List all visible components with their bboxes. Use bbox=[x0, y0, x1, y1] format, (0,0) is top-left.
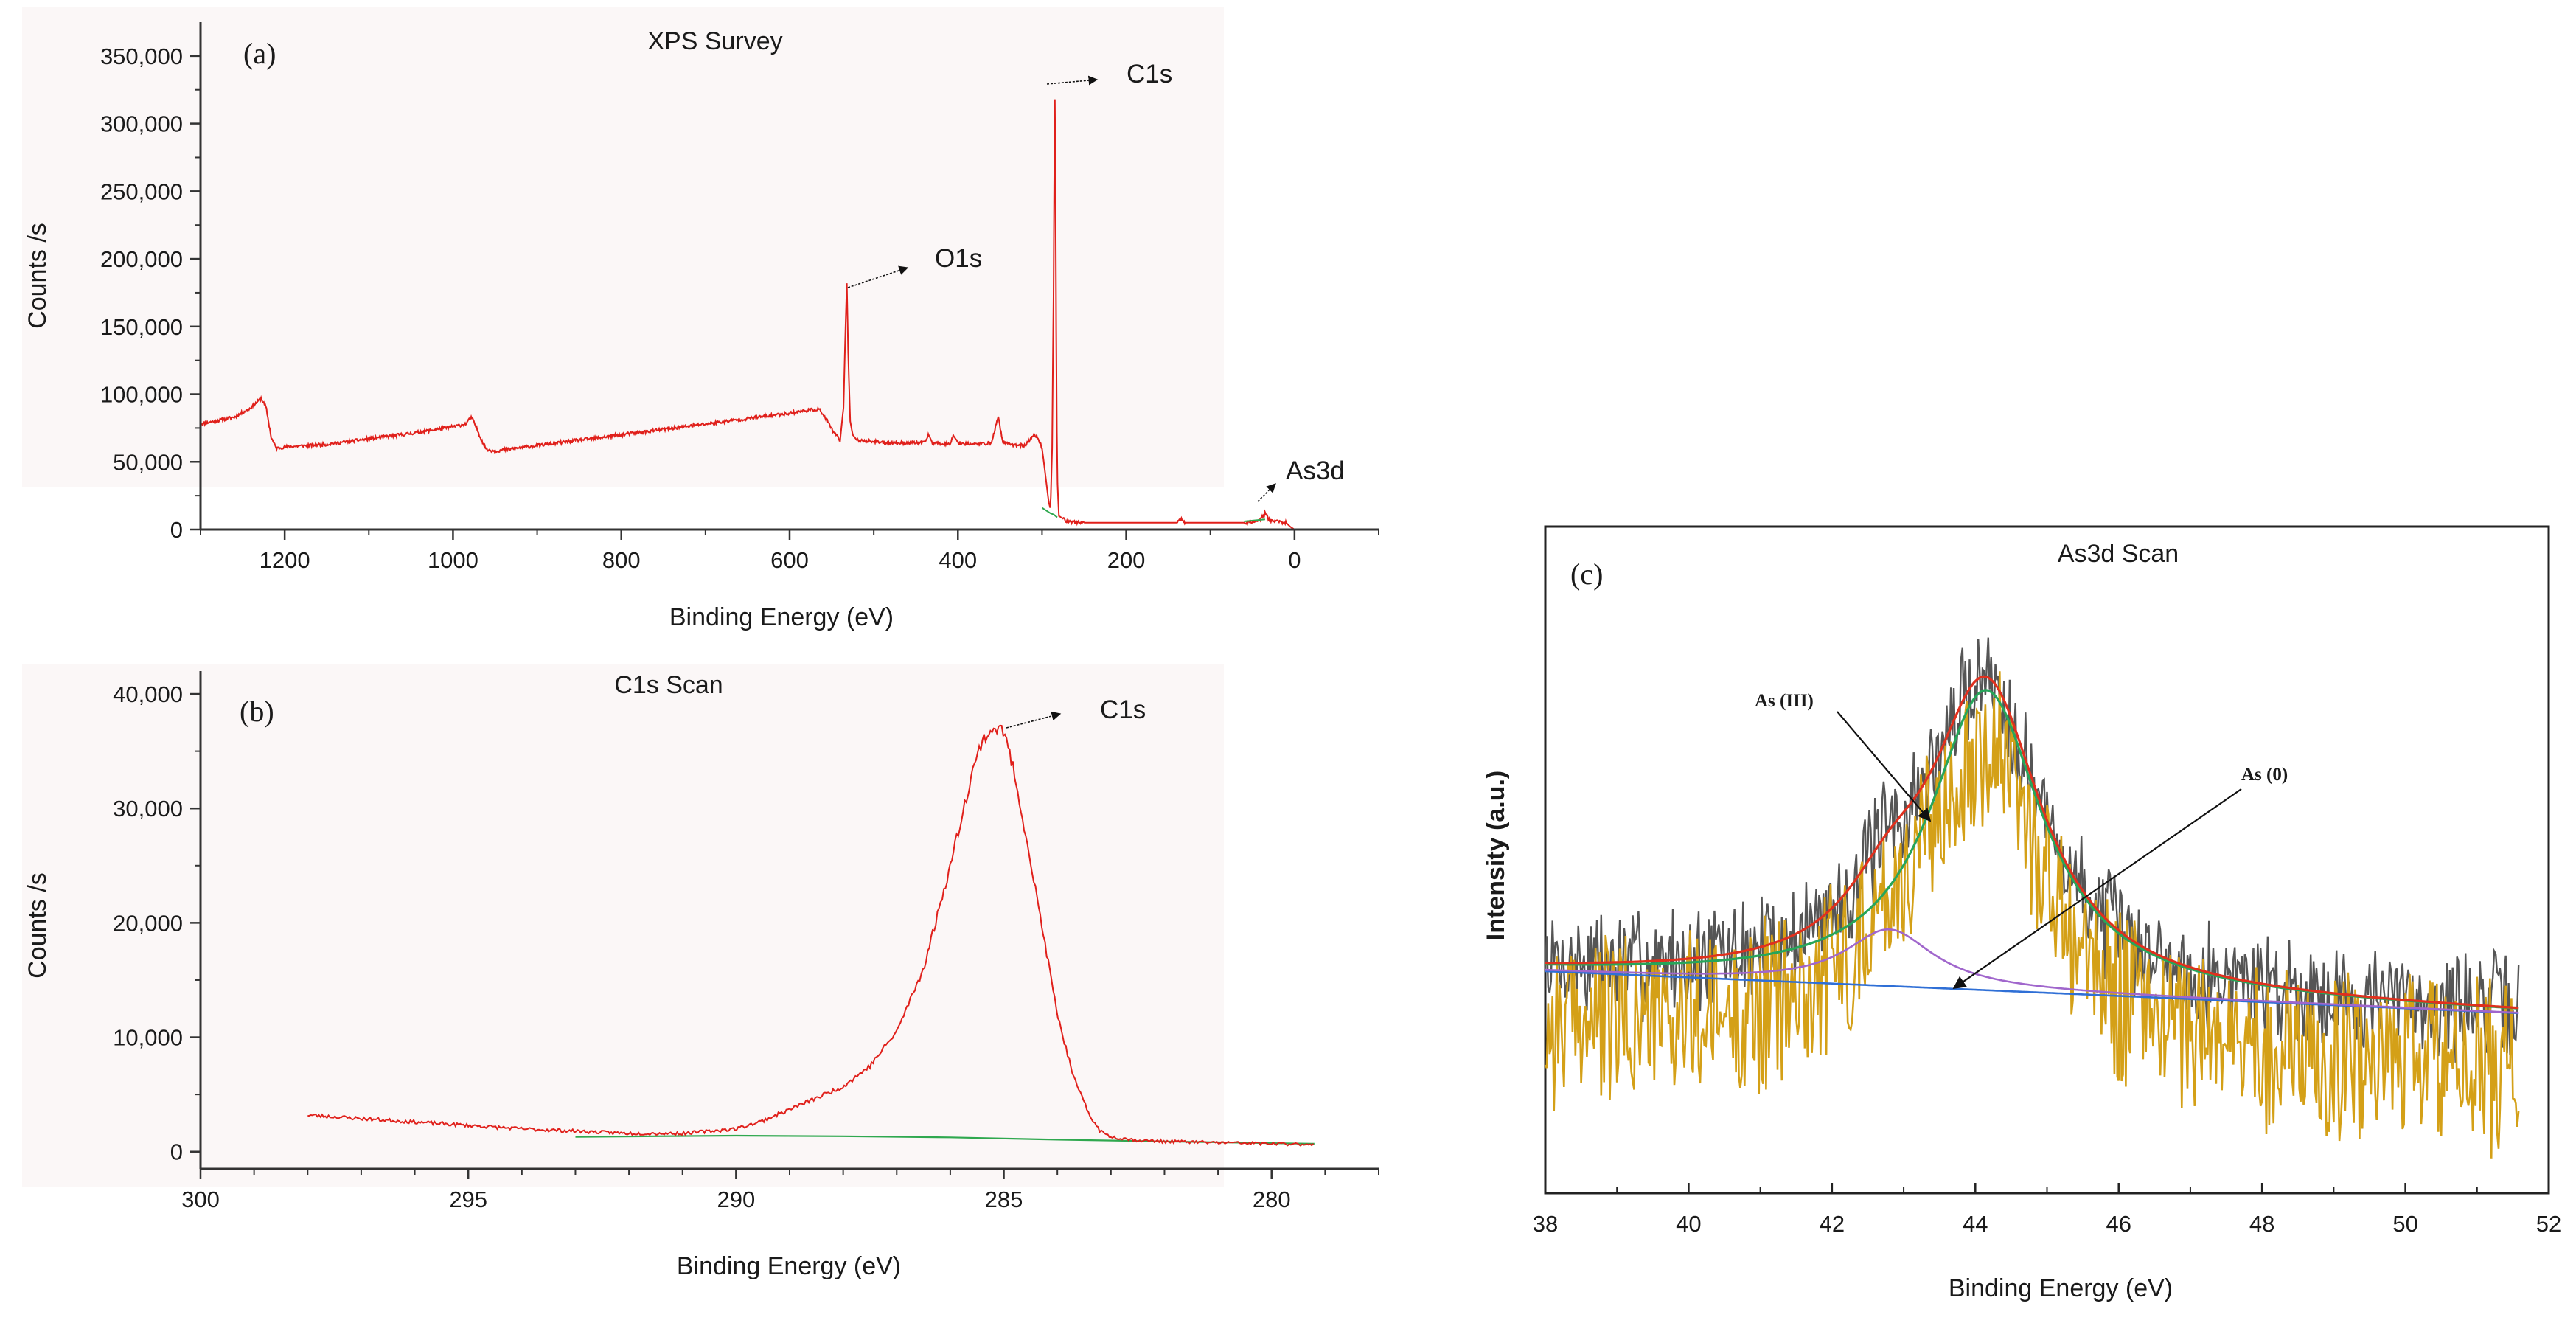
panel-c-ticks: 38 40 42 44 46 48 50 52 bbox=[1533, 1183, 2561, 1237]
panel-a-background-line bbox=[1041, 507, 1058, 518]
panel-c-raw-data-line bbox=[1544, 637, 2520, 1063]
panel-c-as3d-chart: 38 40 42 44 46 48 50 52 As (III) As (0) (c) As3d… bbox=[1482, 525, 2561, 1302]
panel-b-x-tick-label: 280 bbox=[1253, 1187, 1291, 1212]
panel-a-o1s-annotation: O1s bbox=[935, 244, 982, 273]
panel-c-as3-annotation: As (III) bbox=[1755, 691, 1814, 711]
panel-b-ticks: 300 295 290 285 280 0 10,000 20,000 30,000 40,000 bbox=[113, 681, 1379, 1212]
panel-a-y-tick-label: 350,000 bbox=[100, 44, 183, 69]
panel-a-plot-area: O1s C1s As3d bbox=[200, 60, 1345, 530]
panel-a-title: XPS Survey bbox=[647, 27, 782, 55]
panel-c-as0-component-line bbox=[1545, 928, 2519, 1014]
panel-a-x-tick-label: 200 bbox=[1107, 547, 1146, 573]
panel-c-envelope-fit-line bbox=[1545, 675, 2519, 1010]
panel-c-as0-annotation: As (0) bbox=[2241, 765, 2288, 785]
panel-c-x-tick-label: 38 bbox=[1533, 1211, 1558, 1237]
panel-c-residual-line bbox=[1544, 671, 2520, 1159]
panel-b-c1s-arrow bbox=[1006, 711, 1062, 729]
panel-c-x-tick-label: 44 bbox=[1963, 1211, 1988, 1237]
panel-a-x-tick-label: 600 bbox=[770, 547, 809, 573]
panel-c-frame bbox=[1544, 525, 2550, 1195]
panel-c-label: (c) bbox=[1570, 558, 1603, 591]
panel-a-x-tick-label: 800 bbox=[602, 547, 641, 573]
panel-a-ticks: 1200 1000 800 600 400 200 0 0 50,000 100,000 150,0… bbox=[100, 44, 1379, 573]
panel-a-as3d-arrow bbox=[1257, 483, 1276, 502]
panel-a-as3d-background-line bbox=[1244, 518, 1265, 522]
panel-a-background bbox=[22, 7, 1224, 487]
panel-c-as0-arrow bbox=[1952, 788, 2242, 990]
panel-b-x-tick-label: 285 bbox=[985, 1187, 1023, 1212]
panel-b-y-tick-label: 20,000 bbox=[113, 910, 183, 936]
panel-a-o1s-arrow bbox=[847, 265, 909, 288]
panel-a-x-tick-label: 1200 bbox=[260, 547, 310, 573]
panel-b-y-tick-label: 30,000 bbox=[113, 796, 183, 822]
panel-a-label: (a) bbox=[243, 37, 276, 70]
panel-b-c1s-chart: 300 295 290 285 280 0 10,000 20,000 30,000 40,000… bbox=[22, 664, 1379, 1280]
panel-b-y-tick-label: 40,000 bbox=[113, 681, 183, 707]
panel-a-y-tick-label: 0 bbox=[170, 517, 183, 543]
panel-c-x-tick-label: 50 bbox=[2392, 1211, 2417, 1237]
panel-a-x-tick-label: 1000 bbox=[428, 547, 478, 573]
panel-c-title: As3d Scan bbox=[2058, 540, 2179, 568]
panel-b-y-label: Counts /s bbox=[24, 872, 52, 979]
panel-b-background bbox=[22, 664, 1224, 1187]
panel-c-x-tick-label: 42 bbox=[1820, 1211, 1845, 1237]
panel-b-plot-area: C1s bbox=[307, 695, 1315, 1147]
panel-c-as3-arrow bbox=[1837, 711, 1932, 822]
panel-b-x-tick-label: 290 bbox=[717, 1187, 755, 1212]
panel-c-x-tick-label: 40 bbox=[1676, 1211, 1701, 1237]
panel-a-x-tick-label: 400 bbox=[939, 547, 977, 573]
panel-c-x-label: Binding Energy (eV) bbox=[1949, 1274, 2173, 1302]
panel-a-y-tick-label: 200,000 bbox=[100, 246, 183, 272]
panel-c-x-tick-label: 52 bbox=[2536, 1211, 2561, 1237]
panel-b-y-tick-label: 0 bbox=[170, 1139, 183, 1165]
panel-c-x-tick-label: 46 bbox=[2106, 1211, 2131, 1237]
panel-a-y-tick-label: 50,000 bbox=[113, 449, 183, 475]
panel-a-x-label: Binding Energy (eV) bbox=[669, 603, 894, 631]
panel-b-x-label: Binding Energy (eV) bbox=[677, 1252, 901, 1280]
panel-a-c1s-annotation: C1s bbox=[1127, 60, 1172, 88]
panel-c-plot-area: As (III) As (0) bbox=[1544, 637, 2520, 1159]
panel-c-x-tick-label: 48 bbox=[2249, 1211, 2274, 1237]
panel-a-x-tick-label: 0 bbox=[1288, 547, 1301, 573]
panel-a-y-tick-label: 150,000 bbox=[100, 314, 183, 340]
panel-b-title: C1s Scan bbox=[614, 671, 723, 699]
panel-a-survey-line bbox=[200, 99, 1295, 530]
panel-a-y-tick-label: 250,000 bbox=[100, 178, 183, 204]
panel-a-y-tick-label: 300,000 bbox=[100, 111, 183, 137]
panel-c-y-label: Intensity (a.u.) bbox=[1482, 771, 1510, 940]
panel-a-c1s-arrow bbox=[1046, 75, 1099, 86]
panel-b-c1s-annotation: C1s bbox=[1100, 695, 1146, 724]
panel-b-x-tick-label: 295 bbox=[449, 1187, 487, 1212]
panel-a-y-tick-label: 100,000 bbox=[100, 382, 183, 408]
panel-a-survey-chart: 1200 1000 800 600 400 200 0 0 50,000 100,000 150,0… bbox=[22, 7, 1379, 631]
panel-b-label: (b) bbox=[240, 695, 274, 728]
panel-b-y-tick-label: 10,000 bbox=[113, 1025, 183, 1051]
panel-a-as3d-annotation: As3d bbox=[1286, 456, 1345, 485]
panel-b-x-tick-label: 300 bbox=[181, 1187, 220, 1212]
panel-a-y-label: Counts /s bbox=[24, 223, 52, 329]
panel-b-c1s-line bbox=[307, 724, 1315, 1147]
